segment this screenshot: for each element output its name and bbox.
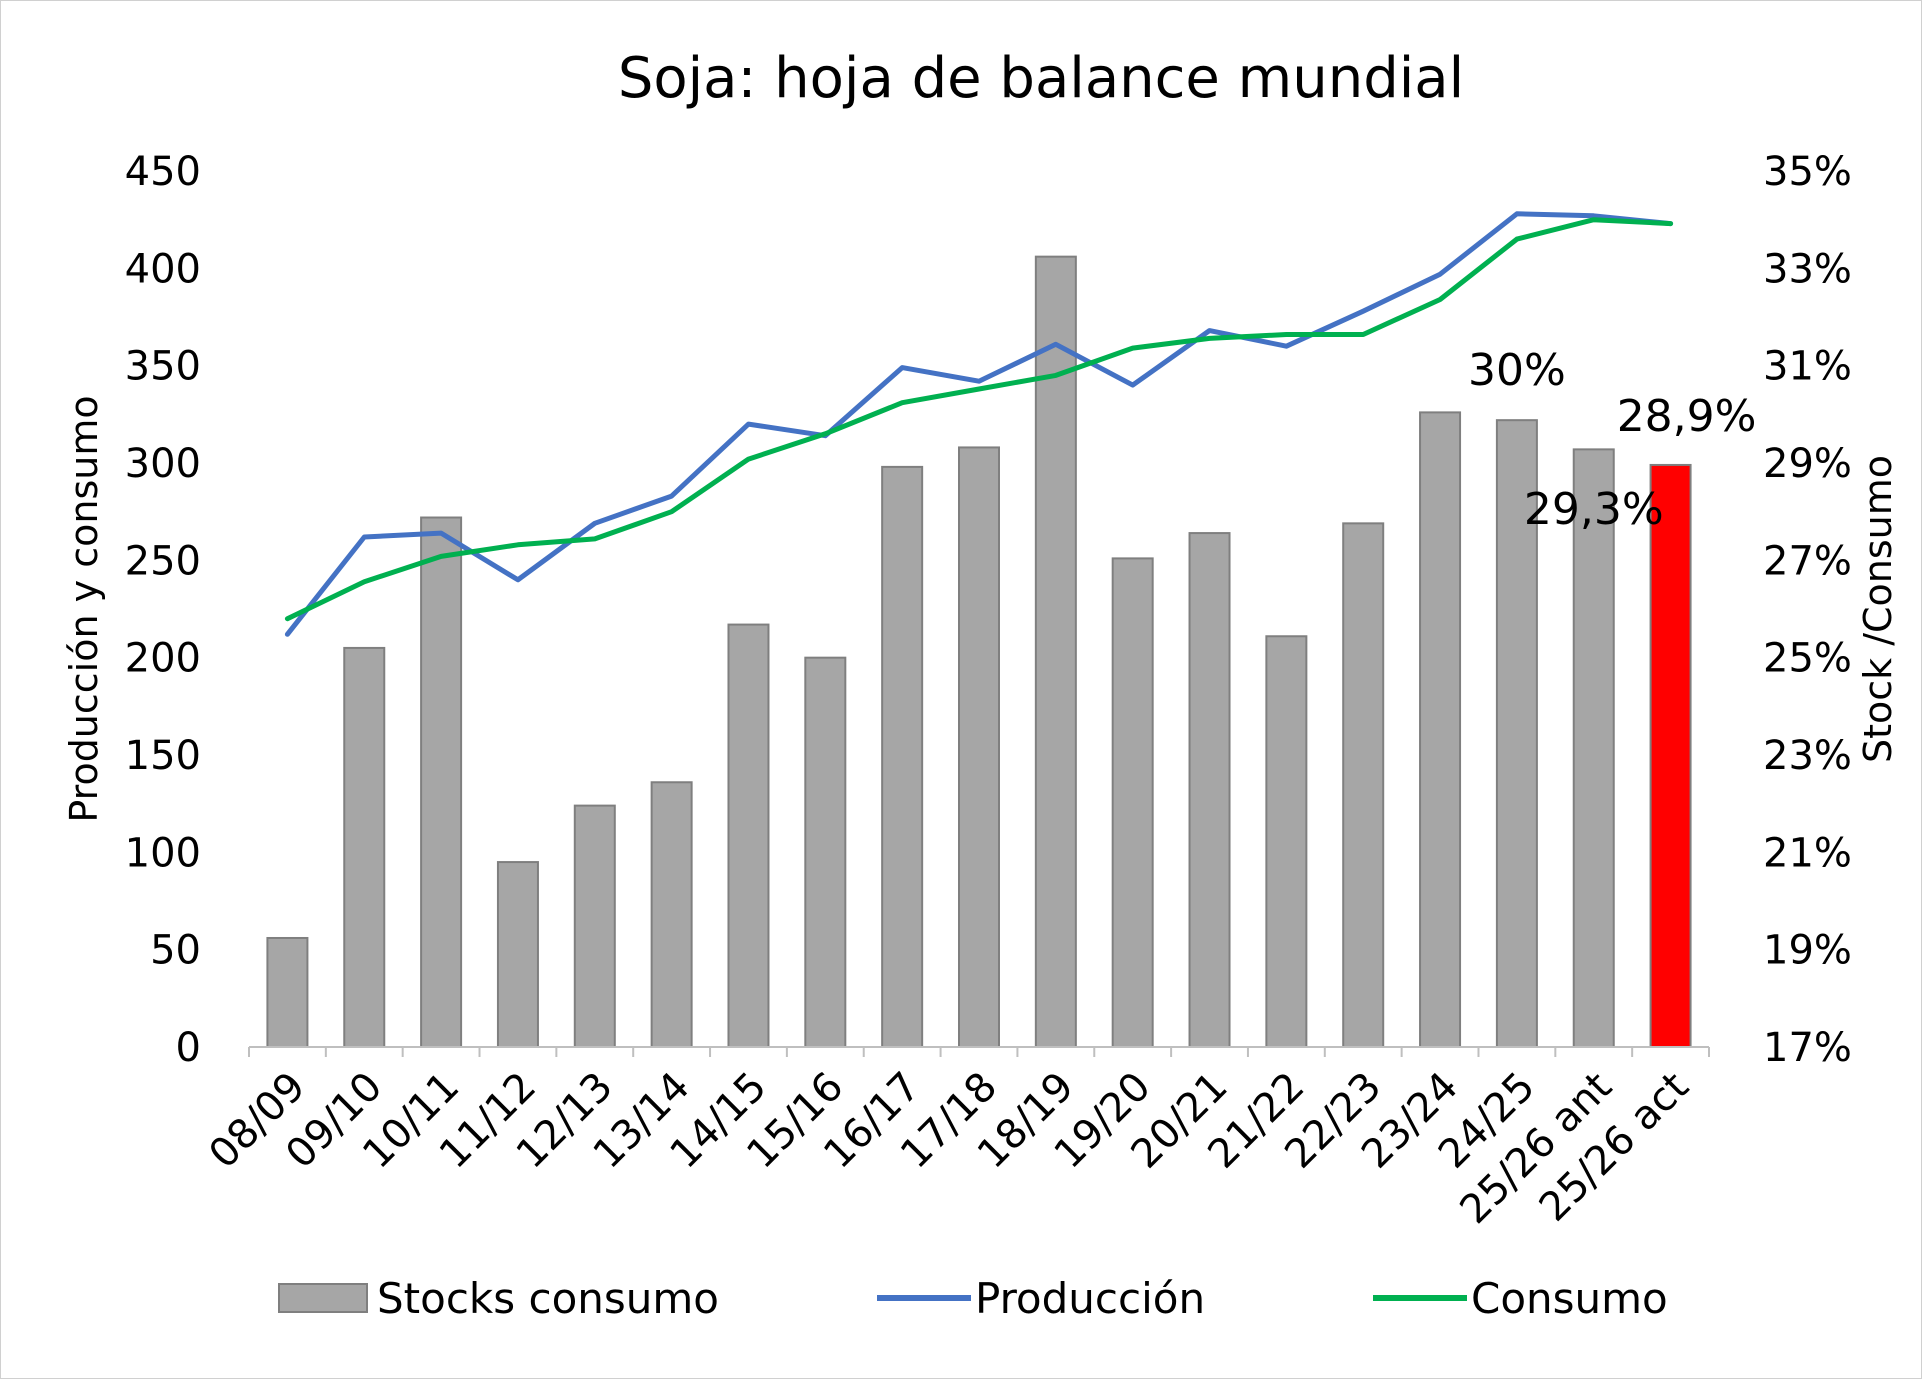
data-label: 30% xyxy=(1468,345,1566,396)
bar-21/22 xyxy=(1265,635,1308,1049)
line-consumo xyxy=(284,217,1674,622)
bar-13/14 xyxy=(650,781,693,1049)
y-tick-label: 0 xyxy=(176,1025,201,1071)
bar-20/21 xyxy=(1188,532,1231,1048)
bar-19/20 xyxy=(1111,557,1154,1048)
bar-18/19 xyxy=(1034,255,1077,1049)
y2-tick-label: 33% xyxy=(1763,246,1852,292)
y2-axis-title: Stock /Consumo xyxy=(1856,455,1900,763)
y-tick-label: 150 xyxy=(125,733,201,779)
y-tick-label: 100 xyxy=(125,830,201,876)
y2-tick-label: 27% xyxy=(1763,538,1852,584)
y-tick-label: 450 xyxy=(125,149,201,195)
bar-16/17 xyxy=(881,465,924,1049)
y2-tick-label: 35% xyxy=(1763,149,1852,195)
bar-25/26 act xyxy=(1649,463,1692,1048)
y2-tick-label: 29% xyxy=(1763,441,1852,487)
bar-24/25 xyxy=(1495,419,1538,1048)
legend: Stocks consumo Producción Consumo xyxy=(278,1274,1668,1323)
data-label: 29,3% xyxy=(1524,484,1664,535)
legend-label: Consumo xyxy=(1471,1274,1668,1323)
legend-label: Stocks consumo xyxy=(377,1274,719,1323)
bar-23/24 xyxy=(1419,411,1462,1048)
bar-08/09 xyxy=(266,936,309,1049)
x-axis-ticks xyxy=(248,1047,1710,1057)
line-producción xyxy=(284,211,1674,637)
y2-tick-label: 23% xyxy=(1763,733,1852,779)
legend-swatch-bar xyxy=(278,1283,368,1313)
data-annotations: 30% 29,3% 28,9% xyxy=(1468,345,1756,535)
y2-tick-label: 31% xyxy=(1763,344,1852,390)
bar-14/15 xyxy=(727,623,770,1048)
y-tick-label: 250 xyxy=(125,538,201,584)
data-label: 28,9% xyxy=(1617,391,1757,442)
y-tick-label: 400 xyxy=(125,246,201,292)
y-tick-label: 200 xyxy=(125,636,201,682)
y-tick-label: 300 xyxy=(125,441,201,487)
y-tick-label: 350 xyxy=(125,344,201,390)
bar-11/12 xyxy=(496,861,539,1048)
y2-tick-label: 25% xyxy=(1763,636,1852,682)
bar-12/13 xyxy=(573,804,616,1049)
y2-axis-ticks: 17% 19% 21% 23% 25% 27% 29% 31% 33% 35% xyxy=(1763,149,1852,1071)
bar-17/18 xyxy=(958,446,1000,1048)
y2-tick-label: 21% xyxy=(1763,830,1852,876)
bar-22/23 xyxy=(1342,522,1385,1048)
y-axis-ticks: 0 50 100 150 200 250 300 350 400 450 xyxy=(125,149,201,1071)
bar-15/16 xyxy=(804,656,847,1049)
bar-25/26 ant xyxy=(1572,448,1615,1048)
chart-title: Soja: hoja de balance mundial xyxy=(618,46,1464,111)
y-axis-title: Producción y consumo xyxy=(62,395,106,822)
y-tick-label: 50 xyxy=(150,928,201,974)
y2-tick-label: 17% xyxy=(1763,1025,1852,1071)
line-series xyxy=(284,211,1674,637)
bar-10/11 xyxy=(420,516,463,1048)
bar-09/10 xyxy=(343,646,386,1049)
bar-series xyxy=(266,255,1692,1049)
legend-label: Producción xyxy=(975,1274,1205,1323)
y2-tick-label: 19% xyxy=(1763,928,1852,974)
x-axis-labels: 08/0909/1010/1111/1212/1313/1414/1515/16… xyxy=(200,1064,1697,1233)
